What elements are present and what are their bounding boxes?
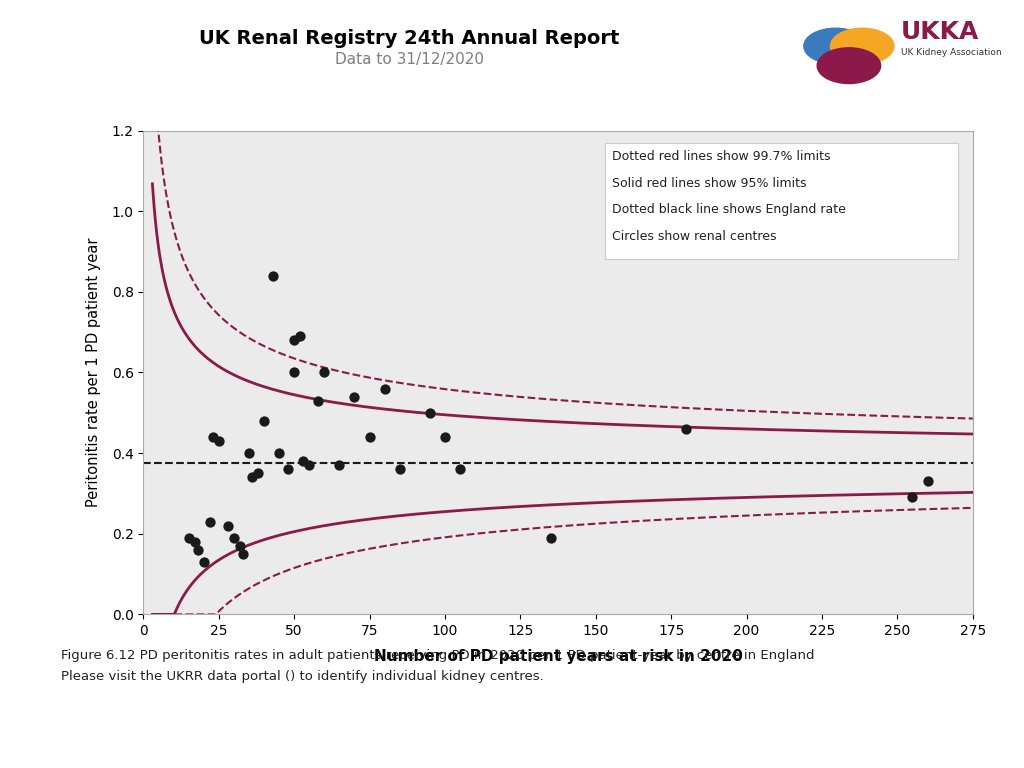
Point bbox=[391, 463, 408, 475]
Text: Figure 6.12 PD peritonitis rates in adult patients receiving PD in 2020 per 1 PD: Figure 6.12 PD peritonitis rates in adul… bbox=[61, 649, 815, 662]
Point bbox=[437, 431, 454, 443]
X-axis label: Number of PD patient years at risk in 2020: Number of PD patient years at risk in 20… bbox=[374, 649, 742, 664]
Point bbox=[186, 536, 203, 548]
Point bbox=[377, 382, 393, 395]
Point bbox=[256, 415, 272, 427]
Point bbox=[180, 531, 197, 544]
Point bbox=[241, 447, 257, 459]
Point bbox=[346, 390, 362, 402]
FancyBboxPatch shape bbox=[605, 143, 957, 259]
Point bbox=[301, 459, 317, 472]
Point bbox=[244, 471, 260, 484]
Text: Circles show renal centres: Circles show renal centres bbox=[612, 230, 776, 243]
Point bbox=[286, 334, 302, 346]
Point bbox=[211, 435, 227, 447]
Point bbox=[292, 330, 308, 343]
Text: UKKA: UKKA bbox=[901, 20, 980, 45]
Point bbox=[316, 366, 333, 379]
Point bbox=[205, 431, 221, 443]
Point bbox=[920, 475, 936, 488]
Y-axis label: Peritonitis rate per 1 PD patient year: Peritonitis rate per 1 PD patient year bbox=[86, 238, 100, 507]
Point bbox=[543, 531, 559, 544]
Circle shape bbox=[804, 28, 867, 64]
Circle shape bbox=[817, 48, 881, 84]
Point bbox=[265, 270, 282, 282]
Text: Dotted black line shows England rate: Dotted black line shows England rate bbox=[612, 203, 846, 216]
Point bbox=[452, 463, 468, 475]
Point bbox=[422, 407, 438, 419]
Text: UK Renal Registry 24th Annual Report: UK Renal Registry 24th Annual Report bbox=[200, 29, 620, 48]
Point bbox=[286, 366, 302, 379]
Point bbox=[271, 447, 288, 459]
Point bbox=[678, 422, 694, 435]
Point bbox=[295, 455, 311, 467]
Point bbox=[361, 431, 378, 443]
Text: Data to 31/12/2020: Data to 31/12/2020 bbox=[335, 52, 484, 68]
Circle shape bbox=[830, 28, 894, 64]
Point bbox=[196, 556, 212, 568]
Text: Please visit the UKRR data portal () to identify individual kidney centres.: Please visit the UKRR data portal () to … bbox=[61, 670, 544, 683]
Point bbox=[225, 531, 242, 544]
Text: Dotted red lines show 99.7% limits: Dotted red lines show 99.7% limits bbox=[612, 150, 830, 163]
Point bbox=[231, 540, 248, 552]
Point bbox=[904, 492, 921, 504]
Point bbox=[310, 395, 327, 407]
Point bbox=[250, 467, 266, 479]
Text: Solid red lines show 95% limits: Solid red lines show 95% limits bbox=[612, 177, 807, 190]
Point bbox=[234, 548, 251, 560]
Text: UK Kidney Association: UK Kidney Association bbox=[901, 48, 1001, 58]
Point bbox=[219, 519, 236, 531]
Point bbox=[189, 544, 206, 556]
Point bbox=[202, 515, 218, 528]
Point bbox=[331, 459, 347, 472]
Point bbox=[280, 463, 296, 475]
